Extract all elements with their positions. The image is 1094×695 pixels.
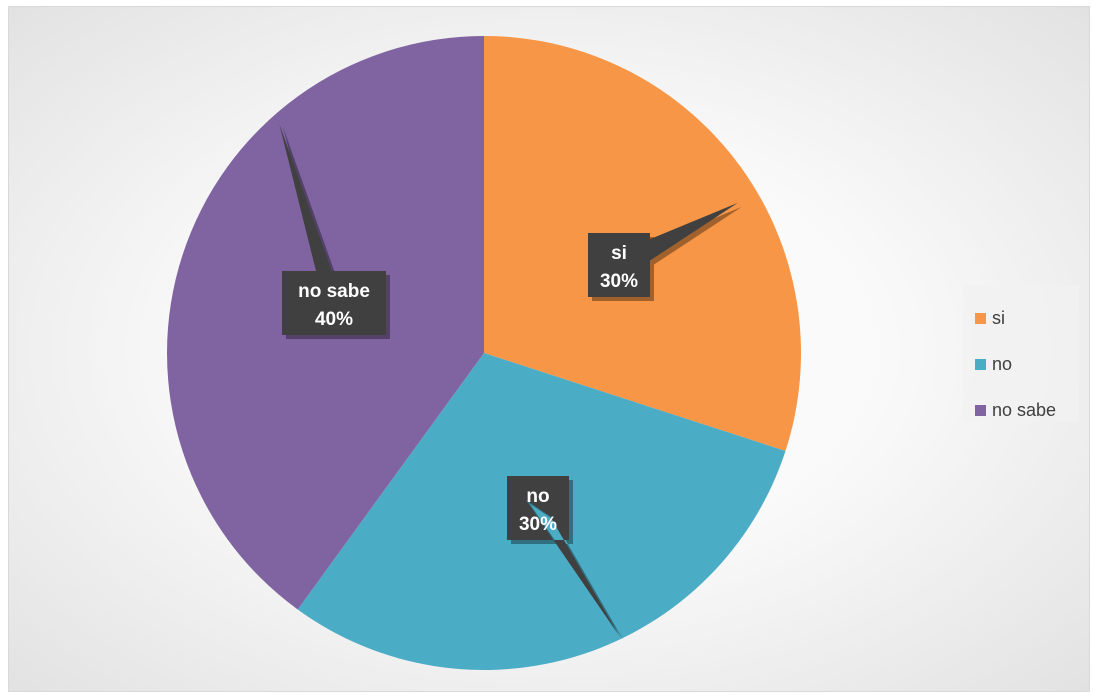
legend-label: no sabe [992, 400, 1057, 420]
data-label-percent: 30% [600, 271, 638, 292]
data-label-no-sabe: no sabe 40% [279, 123, 390, 339]
callout-box [588, 202, 738, 297]
data-label-no: no 30% [507, 476, 624, 641]
legend-label: no [992, 354, 1013, 374]
legend: si no no sabe [963, 285, 1079, 422]
data-label-percent: 30% [519, 514, 557, 535]
pie-slice-no [297, 353, 786, 671]
pie-chart: si 30% no 30% no sabe 40% [167, 36, 801, 671]
data-labels: si 30% no 30% no sabe 40% [279, 123, 742, 641]
legend-swatch-no [975, 358, 986, 370]
chart-area: si 30% no 30% no sabe 40% si no no sabe [8, 6, 1090, 692]
data-label-category: no [526, 486, 549, 507]
legend-item-no-sabe: no sabe [963, 387, 1079, 433]
legend-swatch-no-sabe [975, 404, 986, 416]
data-label-percent: 40% [315, 309, 353, 330]
legend-swatch-si [975, 312, 986, 324]
legend-label: si [992, 308, 1005, 328]
callout-box [507, 476, 620, 637]
pie-slices [167, 36, 801, 671]
callout-box [279, 123, 386, 335]
legend-item-no: no [963, 341, 1079, 387]
data-label-category: si [611, 243, 627, 264]
data-label-si: si 30% [588, 202, 742, 301]
data-label-category: no sabe [298, 281, 370, 302]
legend-item-si: si [963, 295, 1079, 341]
